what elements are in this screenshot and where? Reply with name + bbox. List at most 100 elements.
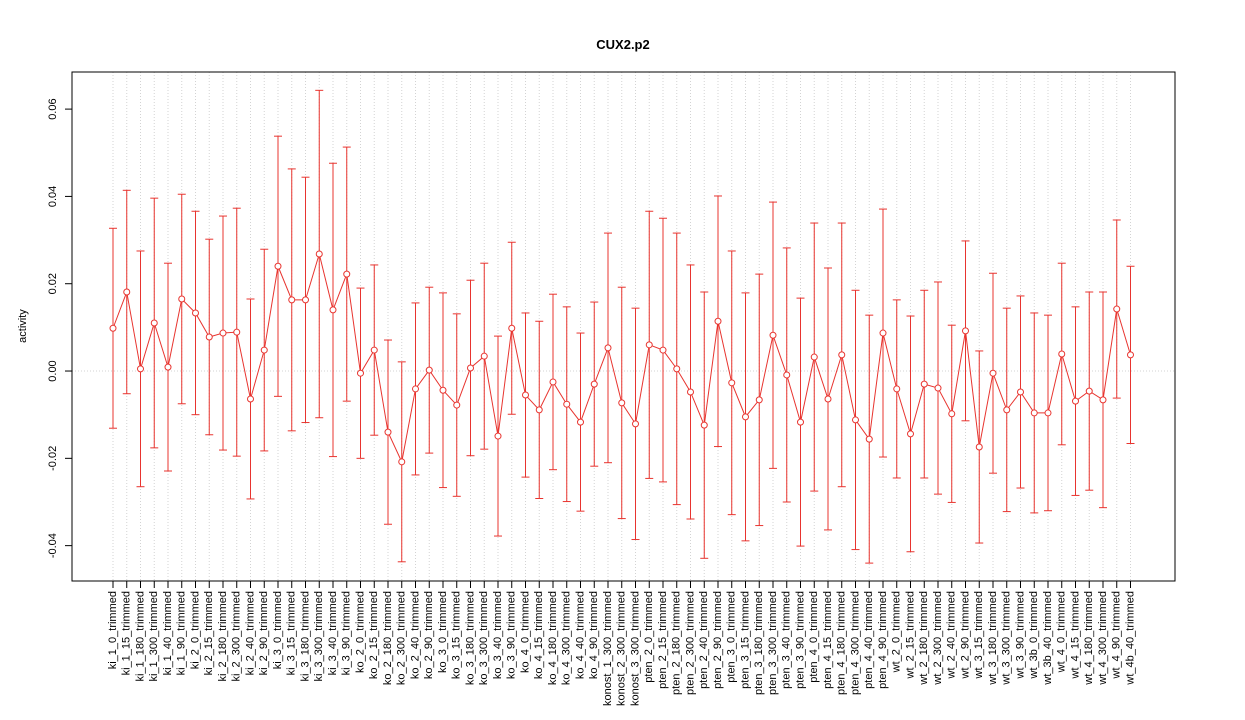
x-tick-label: konost_2_300_trimmed (616, 591, 628, 706)
x-tick-label: pten_3_0_trimmed (726, 591, 738, 683)
x-tick-label: ki_1_90_trimmed (176, 591, 188, 675)
point (535, 406, 543, 414)
x-tick-label: wt_3_180_trimmed (987, 591, 999, 686)
point (659, 346, 667, 354)
point (714, 317, 722, 325)
x-tick-label: wt_3_300_trimmed (1001, 591, 1013, 686)
point (247, 395, 254, 403)
point (150, 319, 158, 327)
x-tick-label: ki_2_0_trimmed (189, 591, 201, 669)
x-tick-label: ko_4_180_trimmed (547, 591, 559, 685)
point (329, 306, 337, 314)
point (137, 365, 144, 373)
x-tick-label: ko_3_0_trimmed (437, 591, 449, 673)
point (852, 416, 859, 424)
x-tick-label: pten_4_180_trimmed (836, 591, 848, 695)
point (810, 353, 818, 361)
y-tick-label: -0.04 (47, 533, 59, 558)
point (1044, 409, 1052, 417)
x-tick-label: pten_3_180_trimmed (753, 591, 765, 695)
x-tick-label: ko_2_90_trimmed (423, 591, 435, 679)
point (425, 366, 433, 374)
x-tick-label: wt_3b_40_trimmed (1042, 591, 1054, 686)
x-tick-label: ki_3_0_trimmed (272, 591, 284, 669)
point (260, 346, 268, 354)
x-tick-label: ko_2_0_trimmed (354, 591, 366, 673)
x-tick-label: wt_2_15_trimmed (904, 591, 916, 679)
point (577, 418, 584, 426)
x-tick-label: ki_2_90_trimmed (258, 591, 270, 675)
point (879, 329, 887, 337)
point (178, 295, 186, 303)
x-tick-label: ki_3_300_trimmed (313, 591, 325, 682)
y-tick-label: 0.00 (47, 360, 59, 381)
x-tick-label: konost_1_300_trimmed (602, 591, 614, 706)
x-tick-label: ko_2_300_trimmed (396, 591, 408, 685)
x-tick-label: pten_2_300_trimmed (684, 591, 696, 695)
point (645, 341, 653, 349)
point (192, 309, 199, 317)
point (769, 331, 777, 339)
x-tick-label: wt_4_0_trimmed (1056, 591, 1068, 673)
x-tick-label: pten_4_0_trimmed (808, 591, 820, 683)
point (618, 399, 626, 407)
x-tick-label: pten_4_15_trimmed (822, 591, 834, 689)
point (302, 296, 309, 304)
x-tick-label: konost_3_300_trimmed (629, 591, 641, 706)
x-tick-label: ko_4_90_trimmed (588, 591, 600, 679)
point (1017, 388, 1024, 396)
point (508, 324, 516, 332)
x-tick-label: pten_2_40_trimmed (698, 591, 710, 689)
point (673, 365, 681, 373)
point (563, 400, 571, 408)
point (522, 391, 529, 399)
x-tick-label: ki_1_15_trimmed (121, 591, 133, 675)
y-tick-label: 0.02 (47, 273, 59, 294)
x-tick-label: ko_4_15_trimmed (533, 591, 545, 679)
x-tick-label: wt_3_15_trimmed (973, 591, 985, 679)
x-tick-label: ko_2_40_trimmed (409, 591, 421, 679)
point (755, 396, 763, 404)
point (632, 420, 639, 428)
x-tick-label: wt_4_90_trimmed (1111, 591, 1123, 679)
point (288, 296, 296, 304)
point (728, 379, 736, 387)
point (865, 435, 873, 443)
x-tick-label: pten_3_300_trimmed (767, 591, 779, 695)
point (412, 385, 419, 393)
point (164, 363, 172, 371)
x-tick-label: ko_3_180_trimmed (464, 591, 476, 685)
point (783, 371, 791, 379)
x-tick-label: ko_3_90_trimmed (506, 591, 518, 679)
point (1085, 387, 1093, 395)
point (797, 418, 804, 426)
point (1003, 406, 1011, 414)
x-tick-label: ki_1_40_trimmed (162, 591, 174, 675)
x-tick-label: ki_1_180_trimmed (134, 591, 146, 682)
x-tick-label: ki_2_180_trimmed (217, 591, 229, 682)
point (687, 388, 694, 396)
x-tick-label: wt_2_40_trimmed (946, 591, 958, 679)
point (1113, 305, 1121, 313)
x-tick-label: pten_3_90_trimmed (794, 591, 806, 689)
point (700, 421, 708, 429)
point (1072, 397, 1079, 405)
point (370, 346, 378, 354)
x-tick-label: wt_4b_40_trimmed (1124, 591, 1136, 686)
point (1030, 409, 1038, 417)
point (205, 333, 213, 341)
point (549, 378, 557, 386)
x-tick-label: ko_4_300_trimmed (561, 591, 573, 685)
x-tick-label: pten_2_15_trimmed (657, 591, 669, 689)
point (742, 413, 749, 421)
x-tick-label: pten_3_15_trimmed (739, 591, 751, 689)
x-tick-label: pten_2_180_trimmed (671, 591, 683, 695)
plot-frame (71, 71, 1176, 582)
point (948, 410, 956, 418)
point (357, 369, 364, 377)
x-tick-label: ko_3_15_trimmed (451, 591, 463, 679)
x-tick-label: ki_2_15_trimmed (203, 591, 215, 675)
point (1099, 396, 1107, 404)
x-tick-label: wt_2_300_trimmed (932, 591, 944, 686)
x-tick-label: wt_3_90_trimmed (1014, 591, 1026, 679)
